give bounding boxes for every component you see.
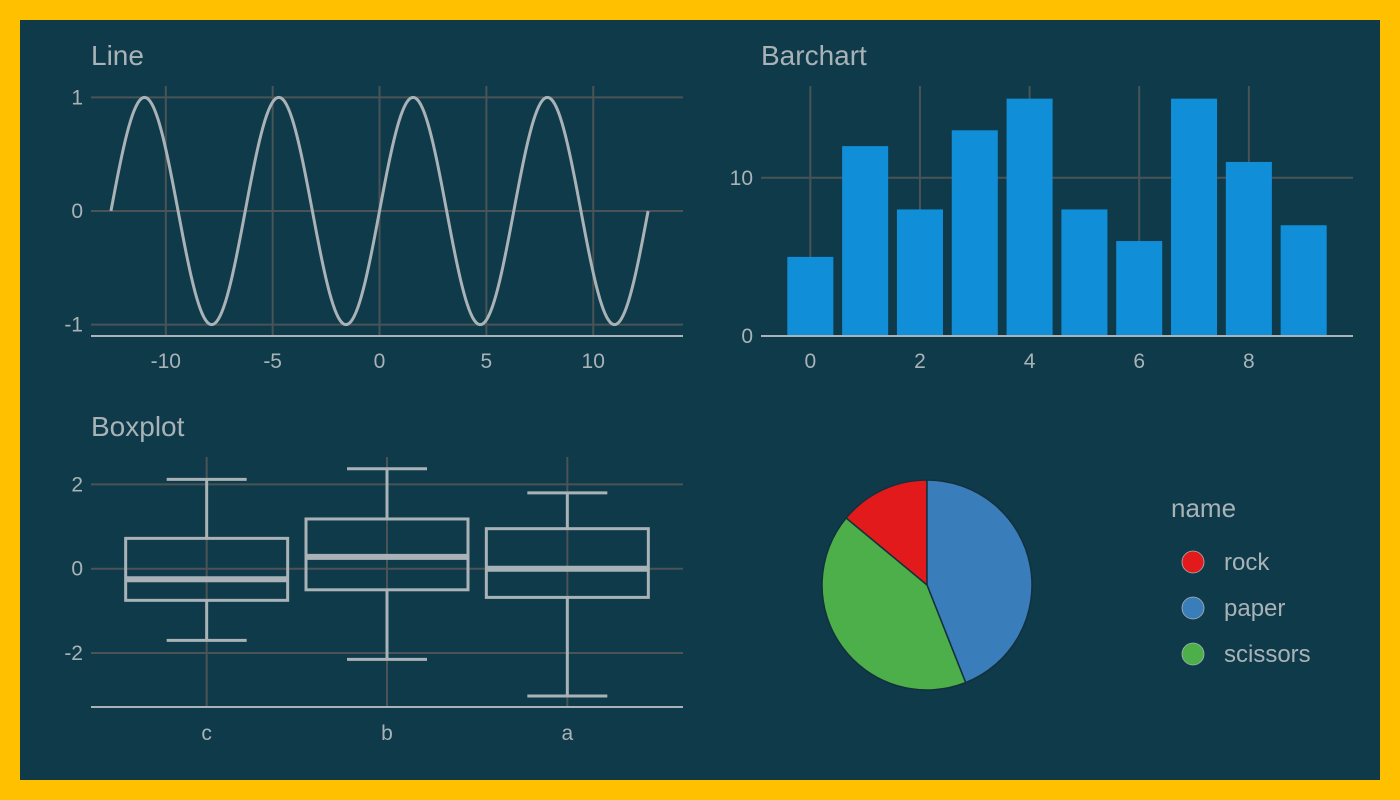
bar [951, 130, 998, 336]
bar-chart: Barchart 0 2 4 6 8 0 10 [730, 40, 1353, 373]
bar [1280, 225, 1327, 336]
line-x-tick-label: -10 [151, 350, 181, 373]
legend-title: name [1171, 493, 1236, 523]
pie-slice-rock [845, 479, 928, 587]
boxplot-y-ticks: -2 0 2 [64, 473, 83, 665]
line-series [109, 95, 650, 327]
boxplot-boxes [124, 467, 650, 698]
boxplot-x-tick-label: b [381, 722, 393, 745]
pie-legend: name rock paper scissors [1171, 493, 1311, 668]
bar [1006, 98, 1053, 336]
bar [1061, 209, 1108, 336]
line-x-tick-label: 5 [481, 350, 493, 373]
bar-y-ticks: 0 10 [730, 167, 753, 348]
bar [1116, 241, 1163, 336]
bar-x-tick-label: 2 [914, 350, 926, 373]
line-y-tick-label: 1 [71, 86, 83, 109]
legend-label-paper: paper [1224, 595, 1285, 622]
box-group-a [484, 491, 650, 698]
bar-x-tick-label: 0 [804, 350, 816, 373]
bar [842, 146, 889, 336]
pie-slices [821, 479, 1033, 691]
boxplot-title: Boxplot [91, 411, 185, 442]
legend-swatch-paper [1181, 596, 1205, 620]
line-x-ticks: -10 -5 0 5 10 [151, 350, 605, 373]
box-iqr [124, 536, 290, 602]
pie-slice-scissors [821, 517, 967, 691]
line-x-tick-label: 10 [582, 350, 605, 373]
legend-label-scissors: scissors [1224, 641, 1311, 668]
legend-swatch-scissors [1181, 642, 1205, 666]
bar [787, 256, 834, 336]
line-x-tick-label: -5 [263, 350, 282, 373]
line-x-tick-label: 0 [374, 350, 386, 373]
pie-chart: name rock paper scissors [821, 479, 1311, 691]
legend-items: rock paper scissors [1181, 549, 1311, 668]
boxplot-y-tick-label: 2 [71, 473, 83, 496]
line-grid [91, 86, 683, 336]
line-y-tick-label: 0 [71, 200, 83, 223]
boxplot-chart: Boxplot c b a -2 0 2 [64, 411, 683, 745]
legend-swatch-rock [1181, 550, 1205, 574]
boxplot-y-tick-label: 0 [71, 558, 83, 581]
box-group-c [124, 477, 290, 642]
boxplot-x-tick-label: a [561, 722, 573, 745]
pie-slice-paper [926, 479, 1033, 684]
line-y-tick-label: -1 [64, 314, 83, 337]
line-chart-title: Line [91, 40, 144, 71]
bar-x-tick-label: 4 [1024, 350, 1036, 373]
box-group-b [304, 467, 470, 661]
boxplot-x-tick-label: c [201, 722, 212, 745]
boxplot-y-tick-label: -2 [64, 642, 83, 665]
bar-bars [787, 98, 1327, 336]
line-y-ticks: -1 0 1 [64, 86, 83, 336]
line-chart: Line -10 -5 0 5 10 -101 [64, 40, 683, 373]
bar [1171, 98, 1218, 336]
bar-x-tick-label: 6 [1133, 350, 1145, 373]
legend-label-rock: rock [1224, 549, 1270, 576]
bar-chart-title: Barchart [761, 40, 867, 71]
bar [896, 209, 943, 336]
box-iqr [484, 527, 650, 599]
bar-y-tick-label: 0 [741, 325, 753, 348]
bar-x-ticks: 0 2 4 6 8 [804, 350, 1254, 373]
bar [1225, 161, 1272, 336]
bar-y-tick-label: 10 [730, 167, 753, 190]
bar-x-tick-label: 8 [1243, 350, 1255, 373]
